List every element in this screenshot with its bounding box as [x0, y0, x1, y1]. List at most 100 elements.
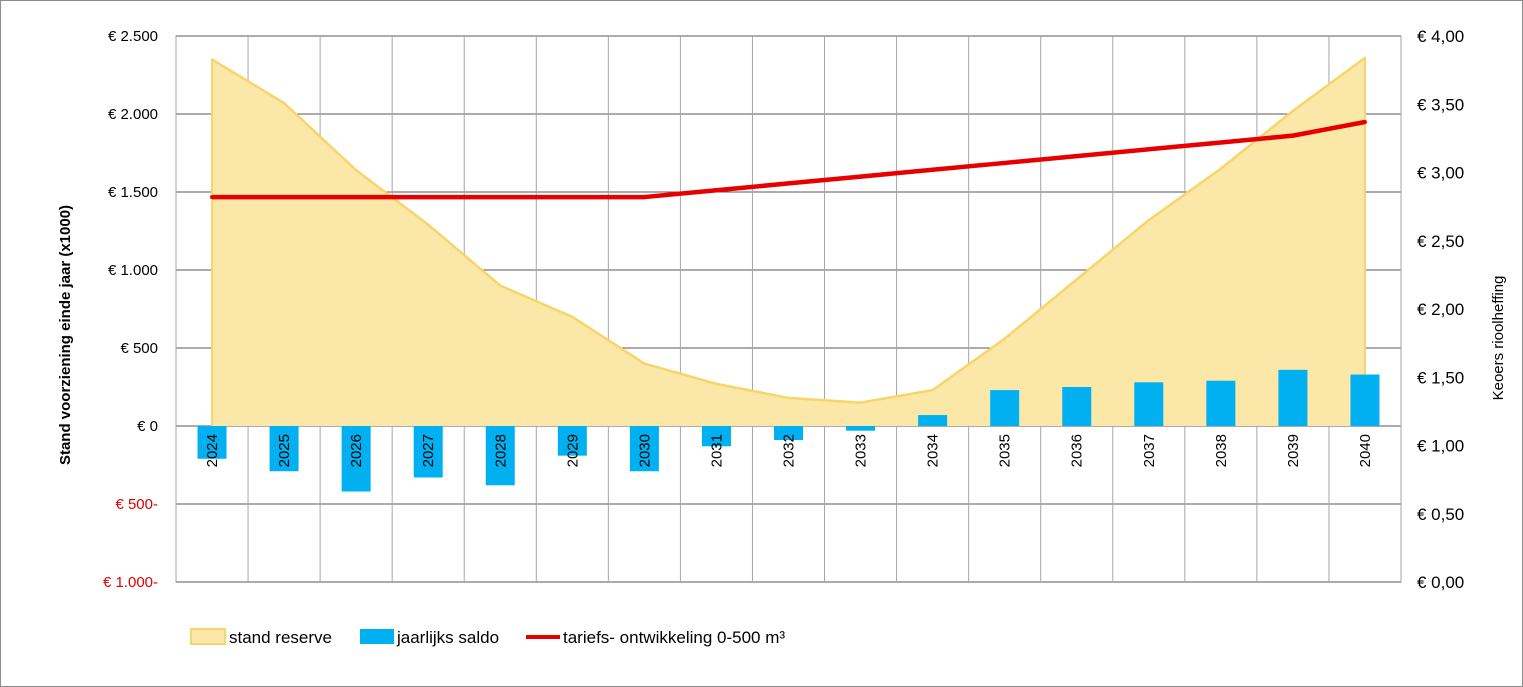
saldo-bars-layer [197, 369, 1380, 492]
category-label-2027: 2027 [420, 434, 437, 467]
category-label-2026: 2026 [348, 434, 365, 467]
right-tick-3-00: € 3,00 [1417, 164, 1464, 183]
category-label-2030: 2030 [636, 434, 653, 467]
bar-saldo-2038 [1206, 380, 1236, 426]
bar-saldo-2034 [918, 415, 948, 426]
bar-saldo-2029 [557, 426, 587, 456]
right-tick-1-00: € 1,00 [1417, 437, 1464, 456]
area-point-2025 [282, 101, 286, 105]
category-label-2040: 2040 [1357, 434, 1374, 467]
bar-saldo-2039 [1278, 369, 1308, 426]
left-tick-500: € 500- [115, 496, 158, 513]
area-point-2024 [210, 58, 214, 61]
area-point-2036 [1075, 278, 1078, 281]
line-point-2025 [282, 195, 287, 200]
legend-label-stand-reserve: stand reserve [229, 628, 332, 647]
right-tick-0-00: € 0,00 [1417, 573, 1464, 592]
line-point-2032 [786, 181, 791, 186]
right-tick-3-50: € 3,50 [1417, 95, 1464, 114]
bar-saldo-2028 [485, 426, 515, 486]
bar-saldo-2026 [341, 426, 371, 492]
area-point-2032 [787, 396, 790, 400]
legend-item-jaarlijks-saldo: jaarlijks saldo [360, 628, 499, 647]
bar-saldo-2040 [1350, 374, 1380, 426]
bar-saldo-2035 [990, 390, 1020, 426]
line-point-2026 [354, 195, 359, 200]
area-point-2038 [1219, 167, 1223, 170]
right-tick-4-00: € 4,00 [1417, 27, 1464, 46]
line-point-2038 [1218, 140, 1223, 145]
bar-saldo-2027 [413, 426, 443, 478]
bar-saldo-2033 [846, 426, 876, 431]
legend-label-jaarlijks-saldo: jaarlijks saldo [396, 628, 499, 647]
area-point-2029 [571, 315, 574, 318]
category-label-2035: 2035 [997, 434, 1014, 467]
line-point-2027 [426, 195, 431, 200]
area-point-2040 [1363, 56, 1367, 60]
area-stand-reserve [212, 57, 1365, 427]
left-axis-ticks: € 2.500 € 2.000 € 1.500 € 1.000 € 500 € 0 € 50… [103, 28, 158, 591]
bar-saldo-2032 [774, 426, 803, 441]
left-tick-500: € 500 [120, 340, 158, 357]
area-point-2027 [427, 223, 430, 226]
category-label-2024: 2024 [204, 434, 221, 467]
left-tick-2-500: € 2.500 [108, 28, 158, 45]
area-point-2037 [1147, 218, 1150, 222]
category-label-2034: 2034 [925, 434, 942, 467]
line-point-2031 [714, 188, 719, 193]
line-point-2028 [498, 195, 503, 200]
right-tick-2-00: € 2,00 [1417, 300, 1464, 319]
area-point-2035 [1003, 337, 1006, 340]
legend: stand reserve jaarlijks saldo tariefs- o… [190, 628, 785, 647]
line-point-2033 [858, 174, 863, 179]
legend-swatch-jaarlijks-saldo [360, 629, 394, 644]
right-tick-1-50: € 1,50 [1417, 368, 1464, 387]
line-point-2037 [1146, 147, 1151, 152]
category-label-2029: 2029 [564, 434, 581, 467]
line-point-2039 [1290, 133, 1295, 138]
area-point-2034 [931, 388, 934, 392]
bar-saldo-2037 [1134, 382, 1164, 426]
category-label-2031: 2031 [708, 434, 725, 467]
tariff-line-layer [210, 119, 1367, 200]
right-tick-2-50: € 2,50 [1417, 232, 1464, 251]
line-point-2034 [930, 167, 935, 172]
category-label-2036: 2036 [1069, 434, 1086, 467]
category-label-2039: 2039 [1285, 434, 1302, 467]
area-point-2030 [643, 362, 646, 365]
category-label-2033: 2033 [853, 434, 870, 467]
line-point-2035 [1002, 160, 1007, 165]
line-point-2040 [1362, 119, 1367, 124]
area-point-2039 [1291, 109, 1295, 113]
line-point-2024 [210, 195, 215, 200]
legend-item-stand-reserve: stand reserve [190, 628, 332, 647]
area-point-2026 [354, 168, 358, 172]
category-label-2037: 2037 [1141, 434, 1158, 467]
category-label-2025: 2025 [276, 434, 293, 467]
category-label-2028: 2028 [492, 434, 509, 467]
left-tick-1-000: € 1.000 [108, 262, 158, 279]
bar-saldo-2024 [197, 426, 227, 459]
left-tick-1-000: € 1.000- [103, 574, 158, 591]
right-tick-0-50: € 0,50 [1417, 505, 1464, 524]
right-axis-ticks: € 4,00 € 3,50 € 3,00 € 2,50 € 2,00 € 1,50 € 1,… [1417, 27, 1464, 592]
category-label-2032: 2032 [781, 434, 798, 467]
legend-item-tariefs-ontwikkeling: tariefs- ontwikkeling 0-500 m³ [526, 628, 785, 647]
legend-swatch-stand-reserve [190, 628, 226, 645]
category-label-2038: 2038 [1213, 434, 1230, 467]
left-tick-0: € 0 [137, 418, 158, 435]
left-tick-2-000: € 2.000 [108, 106, 158, 123]
area-point-2033 [859, 401, 862, 404]
area-point-2031 [715, 382, 718, 386]
category-labels: 2024 2025 2026 2027 2028 2029 2030 2031 2032 2033… [204, 434, 1374, 467]
left-axis-title: Stand voorziening einde jaar (x1000) [57, 205, 74, 465]
line-point-2036 [1074, 154, 1079, 159]
line-point-2030 [642, 195, 647, 200]
right-axis-title: Keoers rioolheffing [1490, 276, 1507, 401]
reserve-area-layer [210, 56, 1367, 427]
area-point-2028 [499, 284, 502, 287]
legend-label-tariefs-ontwikkeling: tariefs- ontwikkeling 0-500 m³ [563, 628, 785, 647]
bar-saldo-2036 [1062, 387, 1092, 426]
bar-saldo-2030 [629, 426, 659, 472]
